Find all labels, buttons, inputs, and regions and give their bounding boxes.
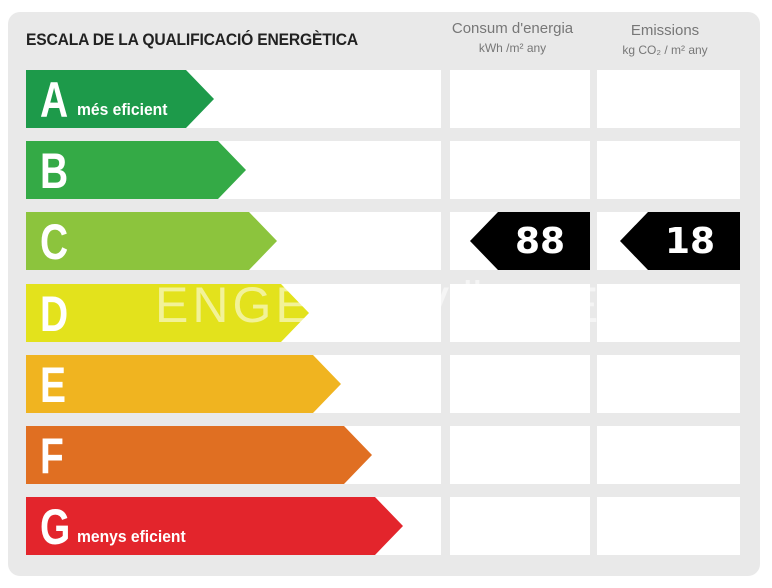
emissions-cell bbox=[597, 426, 740, 484]
consumption-cell bbox=[450, 141, 590, 199]
emissions-cell: 18 bbox=[597, 212, 740, 270]
arrow-fill bbox=[26, 426, 372, 484]
consumption-cell bbox=[450, 497, 590, 555]
energy-class-row-d: D bbox=[26, 284, 740, 342]
energy-class-row-c: C 88 18 bbox=[26, 212, 740, 270]
emissions-cell bbox=[597, 70, 740, 128]
arrow-shape bbox=[26, 70, 214, 128]
class-letter: E bbox=[40, 357, 67, 413]
marker-shape bbox=[470, 212, 590, 270]
marker-shape bbox=[620, 212, 740, 270]
emissions-value: 18 bbox=[664, 221, 716, 262]
class-arrow-f: F bbox=[26, 426, 372, 484]
class-letter: F bbox=[40, 428, 64, 484]
class-letter: B bbox=[40, 143, 69, 199]
energy-class-row-e: E bbox=[26, 355, 740, 413]
arrow-shape bbox=[26, 212, 277, 270]
emissions-cell bbox=[597, 141, 740, 199]
energy-class-row-b: B bbox=[26, 141, 740, 199]
arrow-shape bbox=[26, 284, 309, 342]
arrow-shape bbox=[26, 355, 341, 413]
scale-cell: F bbox=[26, 426, 441, 484]
consumption-cell bbox=[450, 70, 590, 128]
arrow-fill bbox=[26, 70, 214, 128]
arrow-fill bbox=[26, 284, 309, 342]
class-arrow-d: D bbox=[26, 284, 309, 342]
consumption-cell bbox=[450, 426, 590, 484]
scale-cell: E bbox=[26, 355, 441, 413]
emissions-cell bbox=[597, 284, 740, 342]
class-arrow-b: B bbox=[26, 141, 246, 199]
scale-cell: C bbox=[26, 212, 441, 270]
class-letter: A bbox=[40, 72, 69, 128]
energy-class-row-f: F bbox=[26, 426, 740, 484]
class-note: més eficient bbox=[77, 100, 168, 119]
emissions-column-header: Emissions kg CO₂ / m² any bbox=[595, 22, 735, 58]
class-arrow-e: E bbox=[26, 355, 341, 413]
arrow-fill bbox=[26, 141, 246, 199]
class-arrow-c: C bbox=[26, 212, 277, 270]
consumption-cell bbox=[450, 355, 590, 413]
label-title: ESCALA DE LA QUALIFICACIÓ ENERGÈTICA bbox=[26, 30, 358, 49]
emissions-rating-marker: 18 bbox=[620, 212, 740, 270]
consumption-heading: Consum d'energia bbox=[451, 20, 574, 37]
emissions-cell bbox=[597, 355, 740, 413]
consumption-cell bbox=[450, 284, 590, 342]
scale-cell: B bbox=[26, 141, 441, 199]
arrow-shape bbox=[26, 141, 246, 199]
consumption-unit: kWh /m² any bbox=[478, 41, 547, 55]
arrow-shape bbox=[26, 426, 372, 484]
consumption-value: 88 bbox=[514, 221, 566, 262]
class-note: menys eficient bbox=[77, 527, 186, 546]
consumption-cell: 88 bbox=[450, 212, 590, 270]
emissions-heading: Emissions bbox=[630, 22, 700, 39]
class-letter: C bbox=[40, 214, 69, 270]
scale-cell: D bbox=[26, 284, 441, 342]
arrow-fill bbox=[26, 212, 277, 270]
class-letter: G bbox=[40, 499, 71, 555]
emissions-cell bbox=[597, 497, 740, 555]
arrow-fill bbox=[26, 355, 341, 413]
arrow-fill bbox=[26, 497, 403, 555]
consumption-column-header: Consum d'energia kWh /m² any bbox=[445, 20, 580, 56]
consumption-rating-marker: 88 bbox=[470, 212, 590, 270]
class-letter: D bbox=[40, 286, 69, 342]
emissions-unit: kg CO₂ / m² any bbox=[622, 43, 708, 57]
arrow-shape bbox=[26, 497, 403, 555]
